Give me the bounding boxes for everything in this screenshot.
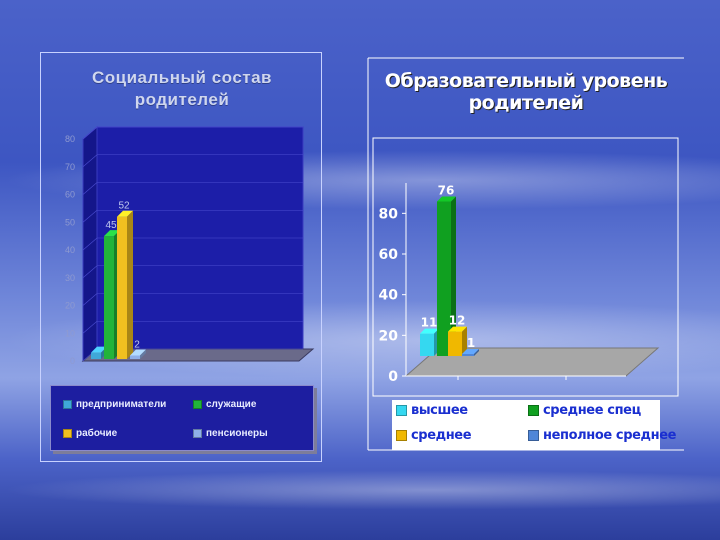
legend-item: среднее: [396, 428, 472, 443]
y-tick-label: 40: [65, 245, 75, 255]
data-label: 45: [105, 220, 117, 231]
legend-item: пенсионеры: [193, 428, 268, 439]
y-tick-label: 0: [388, 369, 398, 385]
y-tick-label: 0: [70, 356, 75, 366]
bar-top: [462, 348, 479, 354]
gridline: [82, 293, 98, 306]
gridline: [82, 321, 98, 334]
chart-title-line-1: Образовательный уровень: [384, 70, 668, 92]
bar-side: [127, 210, 133, 359]
data-label: 76: [438, 183, 455, 197]
bar-front: [448, 331, 462, 356]
chart-title-line-1: Социальный состав: [91, 68, 273, 87]
bar-side: [474, 348, 479, 356]
data-label: 12: [449, 314, 466, 328]
bar: [420, 328, 439, 356]
data-label: 11: [421, 316, 438, 330]
bar-top: [130, 349, 146, 356]
bar: [130, 349, 146, 359]
y-tick-label: 20: [65, 301, 75, 311]
bar-top: [117, 210, 133, 217]
legend-label: рабочие: [76, 428, 118, 439]
y-tick-label: 50: [65, 217, 75, 227]
bar-front: [420, 333, 434, 356]
legend-item: предприниматели: [63, 399, 166, 410]
legend-swatch: [63, 428, 72, 438]
data-label: 52: [118, 201, 130, 212]
legend-label: пенсионеры: [206, 428, 268, 439]
y-tick-label: 80: [65, 134, 75, 144]
legend-swatch: [193, 428, 202, 438]
legend-swatch: [528, 430, 539, 441]
legend-swatch: [528, 405, 539, 416]
y-tick-label: 70: [65, 162, 75, 172]
education-level-chart: Образовательный уровень родителей 0 20 40 6…: [367, 57, 684, 451]
bar-side: [140, 349, 146, 359]
bar-front: [117, 216, 127, 359]
chart-legend: предприниматели служащие рабочие пенсион…: [50, 385, 314, 451]
legend-item: рабочие: [63, 428, 117, 439]
gridline: [82, 210, 98, 223]
bar-front: [462, 353, 474, 356]
chart-title-line-2: родителей: [468, 92, 584, 114]
bar-top: [104, 230, 120, 237]
bar-side: [462, 326, 467, 356]
bar-front: [130, 355, 140, 359]
bar: [462, 348, 479, 356]
legend-label: высшее: [411, 403, 468, 418]
bar: [117, 210, 133, 359]
chart-frame: [367, 57, 684, 451]
y-tick-label: 60: [379, 247, 399, 263]
legend-swatch: [396, 430, 407, 441]
bar-front: [104, 236, 114, 359]
legend-swatch: [63, 399, 72, 409]
bar-top: [448, 326, 467, 332]
chart-plot-area: 0 20 40 60 80 11 76 121: [372, 137, 679, 397]
gridline: [82, 182, 98, 195]
bar-top: [91, 346, 107, 353]
plot-border: [372, 137, 679, 397]
legend-swatch: [193, 399, 202, 409]
chart-title: Социальный состав родителей: [41, 67, 323, 111]
y-tick-label: 20: [379, 328, 399, 344]
legend-label: предприниматели: [76, 399, 167, 410]
bar-side: [451, 196, 456, 356]
legend-item: высшее: [396, 403, 468, 418]
bar: [437, 196, 456, 356]
gridline: [82, 265, 98, 278]
gridline: [82, 154, 98, 167]
y-tick-label: 10: [65, 328, 75, 338]
gridline: [82, 126, 98, 140]
legend-item: среднее спец: [528, 403, 641, 418]
chart-legend: высшее среднее спец среднее неполное сре…: [392, 400, 676, 450]
legend-item: неполное среднее: [528, 428, 676, 443]
chart-title: Образовательный уровень родителей: [368, 70, 684, 114]
social-composition-chart: Социальный состав родителей 0 10 20 30 40 50 6…: [40, 52, 322, 462]
legend-label: среднее: [411, 428, 472, 443]
legend-swatch: [396, 405, 407, 416]
bar-top: [437, 196, 456, 202]
legend-label: среднее спец: [543, 403, 641, 418]
data-label: 2: [134, 339, 140, 350]
y-tick-label: 60: [65, 190, 75, 200]
data-label: 1: [467, 336, 475, 350]
y-tick-label: 80: [379, 206, 399, 222]
legend-label: неполное среднее: [543, 428, 677, 443]
y-tick-label: 40: [379, 288, 399, 304]
bar: [448, 326, 467, 356]
bar-front: [437, 201, 451, 356]
bar-top: [420, 328, 439, 334]
gridline: [82, 237, 98, 251]
legend-item: служащие: [193, 399, 256, 410]
bar-front: [91, 352, 101, 359]
y-tick-label: 30: [65, 273, 75, 283]
chart-title-line-2: родителей: [134, 90, 230, 109]
legend-label: служащие: [206, 399, 257, 410]
